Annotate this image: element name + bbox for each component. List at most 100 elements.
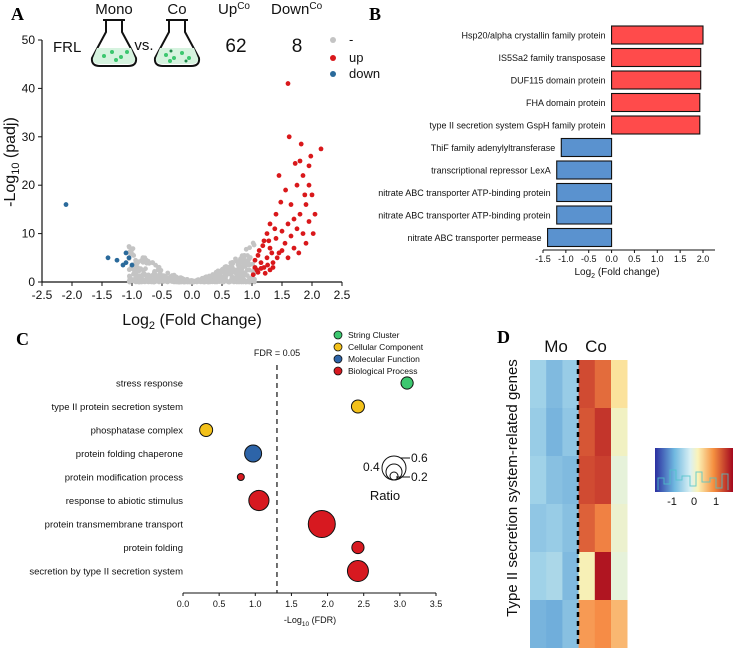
volcano-point-up bbox=[291, 245, 297, 251]
bar-x-tick-label: 2.0 bbox=[697, 254, 710, 264]
volcano-point-up bbox=[258, 266, 264, 271]
volcano-point-nonsig bbox=[135, 274, 140, 280]
bar bbox=[560, 137, 613, 158]
volcano-point-up bbox=[292, 161, 298, 166]
volcano-point-nonsig bbox=[226, 279, 232, 285]
volcano-point-up bbox=[294, 226, 300, 232]
volcano-point-up bbox=[269, 250, 275, 256]
volcano-point-up bbox=[306, 163, 312, 169]
heatmap-cell bbox=[546, 360, 563, 409]
volcano-point-nonsig bbox=[140, 271, 146, 277]
heatmap-cell bbox=[562, 504, 579, 553]
enrichment-term-label: protein folding bbox=[123, 543, 183, 554]
volcano-point-up bbox=[283, 187, 288, 193]
heatmap-cell bbox=[562, 552, 579, 601]
bar bbox=[611, 92, 701, 113]
enrichment-term-label: phosphatase complex bbox=[91, 426, 184, 437]
volcano-point-up bbox=[302, 192, 308, 198]
heatmap-cells bbox=[530, 360, 628, 648]
volcano-point-nonsig bbox=[153, 262, 159, 268]
volcano-point-up bbox=[303, 202, 309, 207]
heatmap-colorbar bbox=[655, 448, 733, 492]
volcano-y-tick-label: 40 bbox=[22, 81, 36, 95]
heatmap-cell bbox=[562, 600, 579, 648]
enrichment-x-tick-label: 0.5 bbox=[213, 599, 226, 609]
enrichment-term-label: protein folding chaperone bbox=[76, 449, 183, 460]
co-label: Co bbox=[167, 1, 186, 18]
volcano-point-up bbox=[297, 158, 303, 164]
enrichment-point bbox=[351, 540, 365, 555]
down-label-sup: Co bbox=[309, 1, 322, 12]
enrich-x-label-post: (FDR) bbox=[309, 615, 336, 625]
volcano-point-nonsig bbox=[146, 272, 151, 278]
volcano-point-nonsig bbox=[236, 265, 242, 271]
down-count: 8 bbox=[292, 36, 303, 57]
panel-label-c: C bbox=[16, 329, 29, 349]
fdr-threshold-label: FDR = 0.05 bbox=[254, 348, 300, 358]
panel-a: FRL Mono vs. Co UpCo 62 DownCo 8 -2.5 -2.… bbox=[2, 1, 380, 332]
enrichment-term-label: protein modification process bbox=[65, 473, 184, 484]
volcano-x-ticks: -2.5 -2.0 -1.5 -1.0 -0.5 0.0 0.5 1.0 1.5 2.0 2.5 bbox=[32, 282, 351, 302]
heatmap-cell bbox=[530, 552, 547, 601]
heatmap-cell bbox=[594, 456, 612, 505]
volcano-y-tick-label: 20 bbox=[22, 178, 36, 192]
heatmap-cell bbox=[611, 600, 628, 648]
volcano-point-nonsig bbox=[141, 267, 146, 273]
bar-category-label: DUF115 domain protein bbox=[511, 76, 606, 86]
volcano-point-nonsig bbox=[160, 275, 166, 281]
volcano-y-tick-label: 10 bbox=[22, 227, 36, 241]
colorbar-tick-neg1: -1 bbox=[667, 496, 677, 508]
bar-chart-category-labels: Hsp20/alpha crystallin family protein IS5… bbox=[378, 31, 605, 244]
heatmap-cell bbox=[611, 408, 628, 457]
volcano-point-up bbox=[300, 231, 306, 237]
bar-category-label: ThiF family adenylyltransferase bbox=[431, 143, 556, 153]
volcano-point-nonsig bbox=[201, 277, 207, 283]
enrich-x-label-pre: -Log bbox=[284, 615, 302, 625]
volcano-point-nonsig bbox=[150, 260, 155, 265]
volcano-point-up bbox=[264, 231, 270, 237]
volcano-point-up bbox=[267, 221, 273, 227]
legend-label-nonsig: - bbox=[349, 32, 353, 47]
enrichment-x-label: -Log10 (FDR) bbox=[284, 615, 336, 628]
bar-x-tick-label: 1.5 bbox=[674, 254, 687, 264]
vs-label: vs. bbox=[134, 37, 153, 54]
bar-x-tick-label: -1.0 bbox=[558, 254, 574, 264]
panel-c: 0.0 0.5 1.0 1.5 2.0 2.5 3.0 3.5 FDR = 0.05 stre… bbox=[29, 330, 442, 628]
volcano-point-nonsig bbox=[213, 269, 219, 275]
volcano-point-up bbox=[267, 245, 273, 251]
volcano-point-nonsig bbox=[129, 276, 134, 282]
heatmap-cell bbox=[578, 504, 596, 553]
volcano-x-tick-label: -0.5 bbox=[152, 288, 173, 302]
heatmap-cell bbox=[578, 552, 596, 601]
colorbar-tick-1: 1 bbox=[713, 496, 719, 508]
ratio-circle-small bbox=[389, 471, 399, 481]
legend-marker-cellular-component bbox=[333, 342, 343, 352]
volcano-point-up bbox=[252, 257, 258, 263]
volcano-point-up bbox=[264, 255, 270, 261]
enrichment-term-labels: stress response type II protein secretion… bbox=[29, 379, 183, 578]
heatmap-cell bbox=[611, 360, 628, 409]
up-count: 62 bbox=[225, 36, 246, 57]
volcano-x-tick-label: 2.0 bbox=[304, 288, 321, 302]
enrichment-x-ticks: 0.0 0.5 1.0 1.5 2.0 2.5 3.0 3.5 bbox=[177, 593, 442, 609]
legend-label-cellular-component: Cellular Component bbox=[348, 342, 424, 352]
volcano-point-nonsig bbox=[241, 277, 246, 282]
volcano-point-up bbox=[310, 231, 316, 237]
heatmap-cell bbox=[530, 408, 547, 457]
heatmap-cell bbox=[546, 456, 563, 505]
heatmap-cell bbox=[530, 456, 547, 505]
up-label: UpCo bbox=[218, 1, 250, 18]
volcano-y-label-sub: 10 bbox=[10, 163, 22, 175]
volcano-point-nonsig bbox=[155, 267, 161, 273]
heatmap-cell bbox=[562, 456, 579, 505]
enrichment-x-tick-label: 1.5 bbox=[285, 599, 298, 609]
volcano-point-up bbox=[274, 255, 280, 261]
volcano-x-tick-label: -1.5 bbox=[92, 288, 113, 302]
enrichment-legend: String Cluster Cellular Component Molecu… bbox=[333, 330, 424, 376]
volcano-point-up bbox=[308, 153, 314, 159]
enrichment-point bbox=[307, 510, 336, 538]
bar-category-label: transcriptional repressor LexA bbox=[431, 166, 551, 176]
volcano-point-down bbox=[63, 202, 69, 207]
enrichment-point bbox=[244, 444, 263, 463]
mono-label: Mono bbox=[95, 1, 133, 18]
